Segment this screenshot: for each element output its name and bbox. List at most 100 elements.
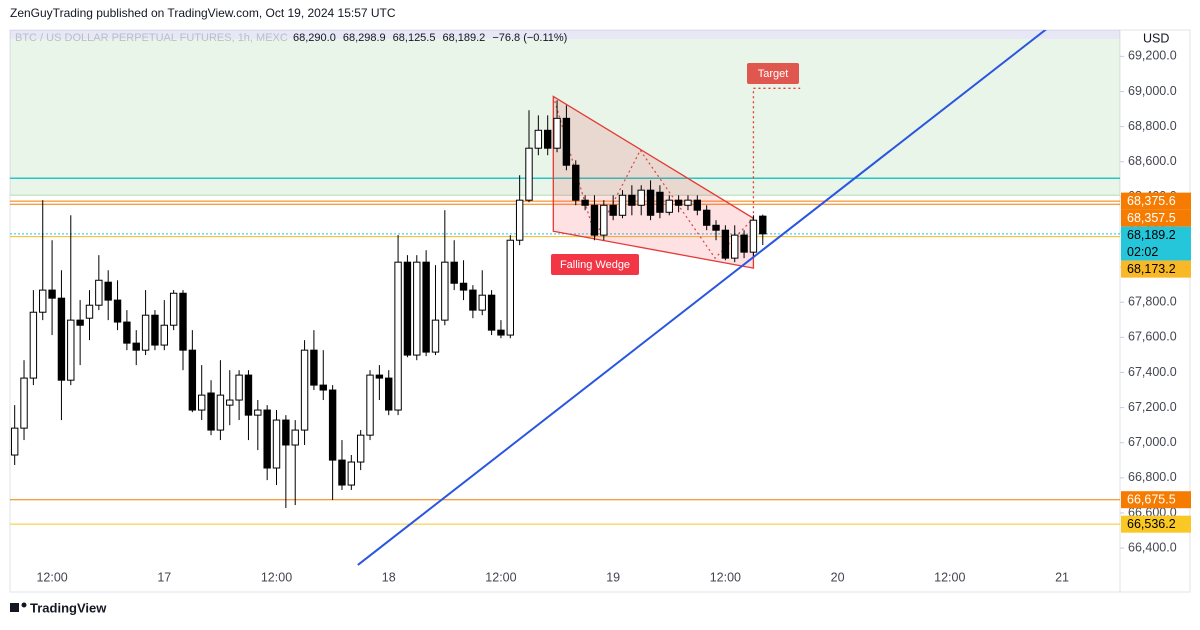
- candle-body: [441, 261, 449, 321]
- y-tick-label: 66,800.0: [1128, 470, 1177, 484]
- candle-body: [179, 292, 187, 351]
- candle-body: [609, 204, 617, 216]
- header-title: ZenGuyTrading published on TradingView.c…: [10, 6, 396, 20]
- candle-body: [702, 209, 711, 226]
- legend-value: 68,298.9: [343, 32, 386, 44]
- candle-body: [29, 311, 38, 379]
- candle-body: [57, 297, 66, 381]
- candle-body: [338, 459, 346, 486]
- candle-body: [310, 349, 318, 386]
- candle-body: [216, 394, 225, 431]
- candle-body: [600, 204, 608, 236]
- candle-body: [226, 399, 234, 406]
- candle-body: [132, 342, 140, 351]
- candle-body: [76, 319, 84, 326]
- candle-body: [525, 147, 533, 201]
- candle-body: [431, 319, 440, 353]
- y-tick-label: 67,800.0: [1128, 295, 1177, 309]
- x-tick-label: 12:00: [485, 570, 516, 584]
- y-tick-label: 68,600.0: [1128, 154, 1177, 168]
- annotation-text: Target: [758, 68, 789, 80]
- candle-body: [85, 304, 94, 319]
- annotation-box: [747, 63, 799, 84]
- x-tick-label: 17: [157, 570, 171, 584]
- candle-body: [403, 261, 412, 356]
- price-label: 66,536.2: [1127, 517, 1176, 531]
- candle-body: [637, 189, 645, 206]
- candle-body: [123, 321, 131, 344]
- overlay: Falling Wedge Target: [551, 63, 799, 275]
- x-tick-label: 20: [831, 570, 845, 584]
- candle-body: [207, 392, 215, 431]
- candle-body: [469, 289, 477, 311]
- candle-body: [20, 377, 28, 429]
- candle-body: [665, 199, 673, 213]
- candle-body: [459, 282, 468, 291]
- candle-body: [272, 419, 281, 469]
- candle-body: [394, 261, 402, 411]
- price-label-box: [1121, 209, 1191, 227]
- candle-body: [422, 261, 430, 353]
- annotation-text: Falling Wedge: [560, 259, 630, 271]
- price-label: 66,675.5: [1127, 493, 1176, 507]
- y-tick-label: 67,200.0: [1128, 400, 1177, 414]
- price-label-box: [1121, 515, 1191, 533]
- candle-body: [515, 199, 524, 241]
- candle-body: [198, 394, 206, 411]
- candle-body: [618, 194, 627, 216]
- price-label-countdown: 02:02: [1127, 245, 1158, 259]
- x-tick-label: 12:00: [934, 570, 965, 584]
- chart-frame: [9, 29, 1191, 593]
- price-label: 68,357.5: [1127, 211, 1176, 225]
- y-tick-label: 67,400.0: [1128, 365, 1177, 379]
- candle-body: [366, 374, 374, 436]
- annotation-box: [551, 254, 639, 275]
- symbol: BTC / US DOLLAR PERPETUAL FUTURES, 1h, M…: [15, 32, 288, 44]
- price-label-box: [1121, 491, 1191, 509]
- currency: USD: [1143, 31, 1169, 45]
- y-tick-label: 69,000.0: [1128, 84, 1177, 98]
- price-label: 68,375.6: [1127, 194, 1176, 208]
- candle-body: [450, 261, 458, 284]
- candle-body: [151, 314, 159, 346]
- candle-body: [385, 377, 393, 411]
- candle-body: [674, 199, 683, 206]
- candle-body: [721, 229, 730, 259]
- price-label: 68,173.2: [1127, 262, 1176, 276]
- plot: [10, 30, 1120, 566]
- y-tick-label: 67,000.0: [1128, 435, 1177, 449]
- candle-body: [95, 279, 103, 306]
- candle-body: [581, 199, 589, 206]
- y-tick-label: 69,200.0: [1128, 49, 1177, 63]
- candle-body: [534, 129, 543, 149]
- candle-body: [628, 194, 636, 206]
- y-tick-label: 66,400.0: [1128, 540, 1177, 554]
- candle-body: [104, 281, 112, 301]
- candle-body: [141, 314, 150, 351]
- x-tick-label: 21: [1055, 570, 1069, 584]
- legend-value: −76.8 (−0.11%): [492, 32, 567, 44]
- candle-body: [291, 429, 299, 446]
- candle-body: [39, 289, 47, 313]
- candle-body: [506, 239, 514, 336]
- candle-body: [113, 299, 122, 323]
- y-tick-label: 67,600.0: [1128, 330, 1177, 344]
- x-tick-label: 12:00: [36, 570, 67, 584]
- candle-body: [646, 189, 655, 216]
- legend-value: 68,125.5: [393, 32, 436, 44]
- candle-body: [160, 324, 168, 346]
- legend-value: 68,290.0: [293, 32, 336, 44]
- x-tick-label: 12:00: [261, 570, 292, 584]
- candle-body: [590, 204, 599, 236]
- candle-body: [656, 191, 664, 213]
- candle-body: [740, 234, 748, 253]
- candle-body: [562, 117, 571, 166]
- candle-body: [188, 349, 197, 411]
- candle-body: [684, 199, 692, 206]
- candle-body: [712, 224, 720, 231]
- candle-body: [375, 374, 384, 379]
- candle-body: [10, 427, 19, 456]
- candle-body: [263, 409, 271, 469]
